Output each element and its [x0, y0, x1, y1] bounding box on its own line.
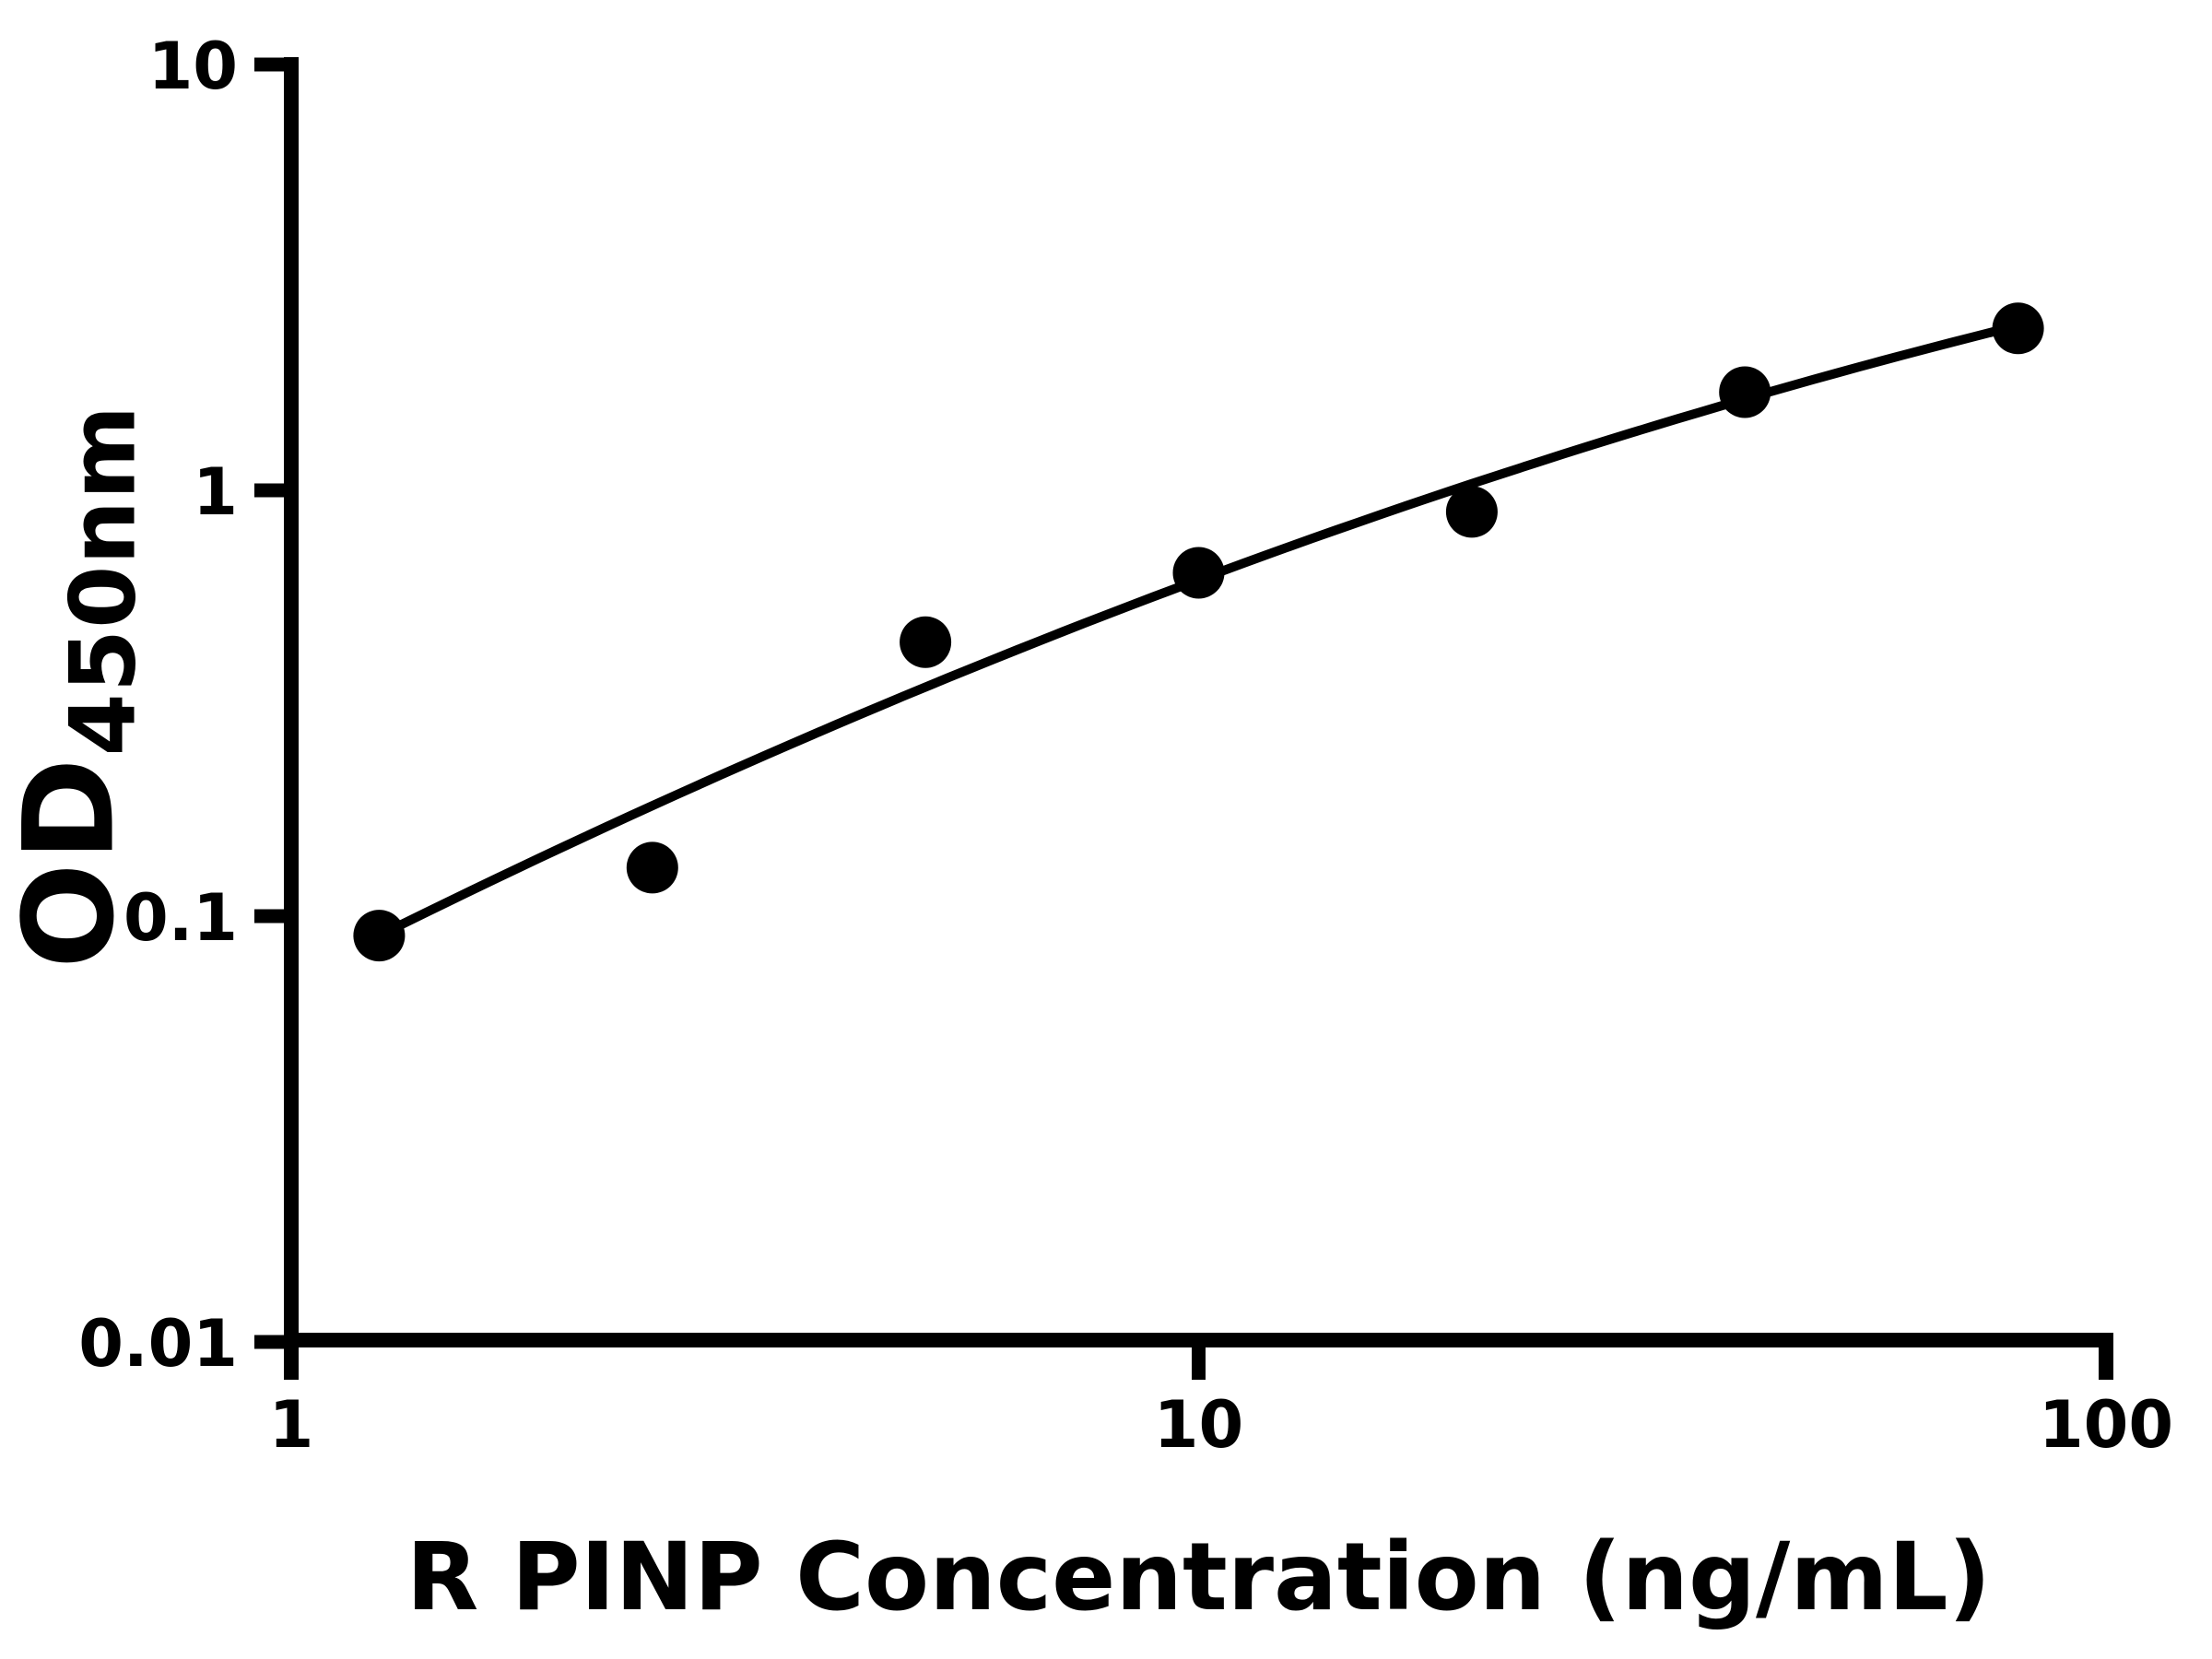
data-points-group [353, 302, 2044, 962]
y-axis-title-main: OD [0, 756, 142, 970]
data-point-marker [1992, 302, 2044, 355]
data-point-marker [1445, 486, 1498, 538]
data-point-marker [626, 841, 678, 894]
data-point-marker [900, 616, 952, 668]
y-axis-tick-labels: 10 1 0.1 0.01 [78, 29, 238, 1382]
y-axis-title-subscript: 450nm [51, 404, 157, 757]
x-axis-title: R PINP Concentration (ng/mL) [406, 1523, 1992, 1632]
fit-curve-group [374, 321, 2023, 941]
x-axis-tick-labels: 1 10 100 [269, 1387, 2173, 1463]
y-tick-label: 10 [148, 29, 238, 104]
y-tick-label: 1 [193, 454, 238, 530]
y-axis-title: OD 450nm [0, 405, 157, 970]
y-tick-label: 0.1 [124, 880, 238, 956]
fit-curve [374, 321, 2023, 941]
x-tick-label: 1 [269, 1387, 314, 1463]
x-tick-label: 100 [2039, 1387, 2173, 1463]
y-tick-label: 0.01 [78, 1306, 238, 1382]
x-axis-ticks [284, 1340, 2113, 1380]
data-point-marker [1719, 366, 1771, 418]
data-point-marker [353, 910, 406, 962]
data-point-marker [1172, 547, 1225, 599]
x-tick-label: 10 [1154, 1387, 1243, 1463]
